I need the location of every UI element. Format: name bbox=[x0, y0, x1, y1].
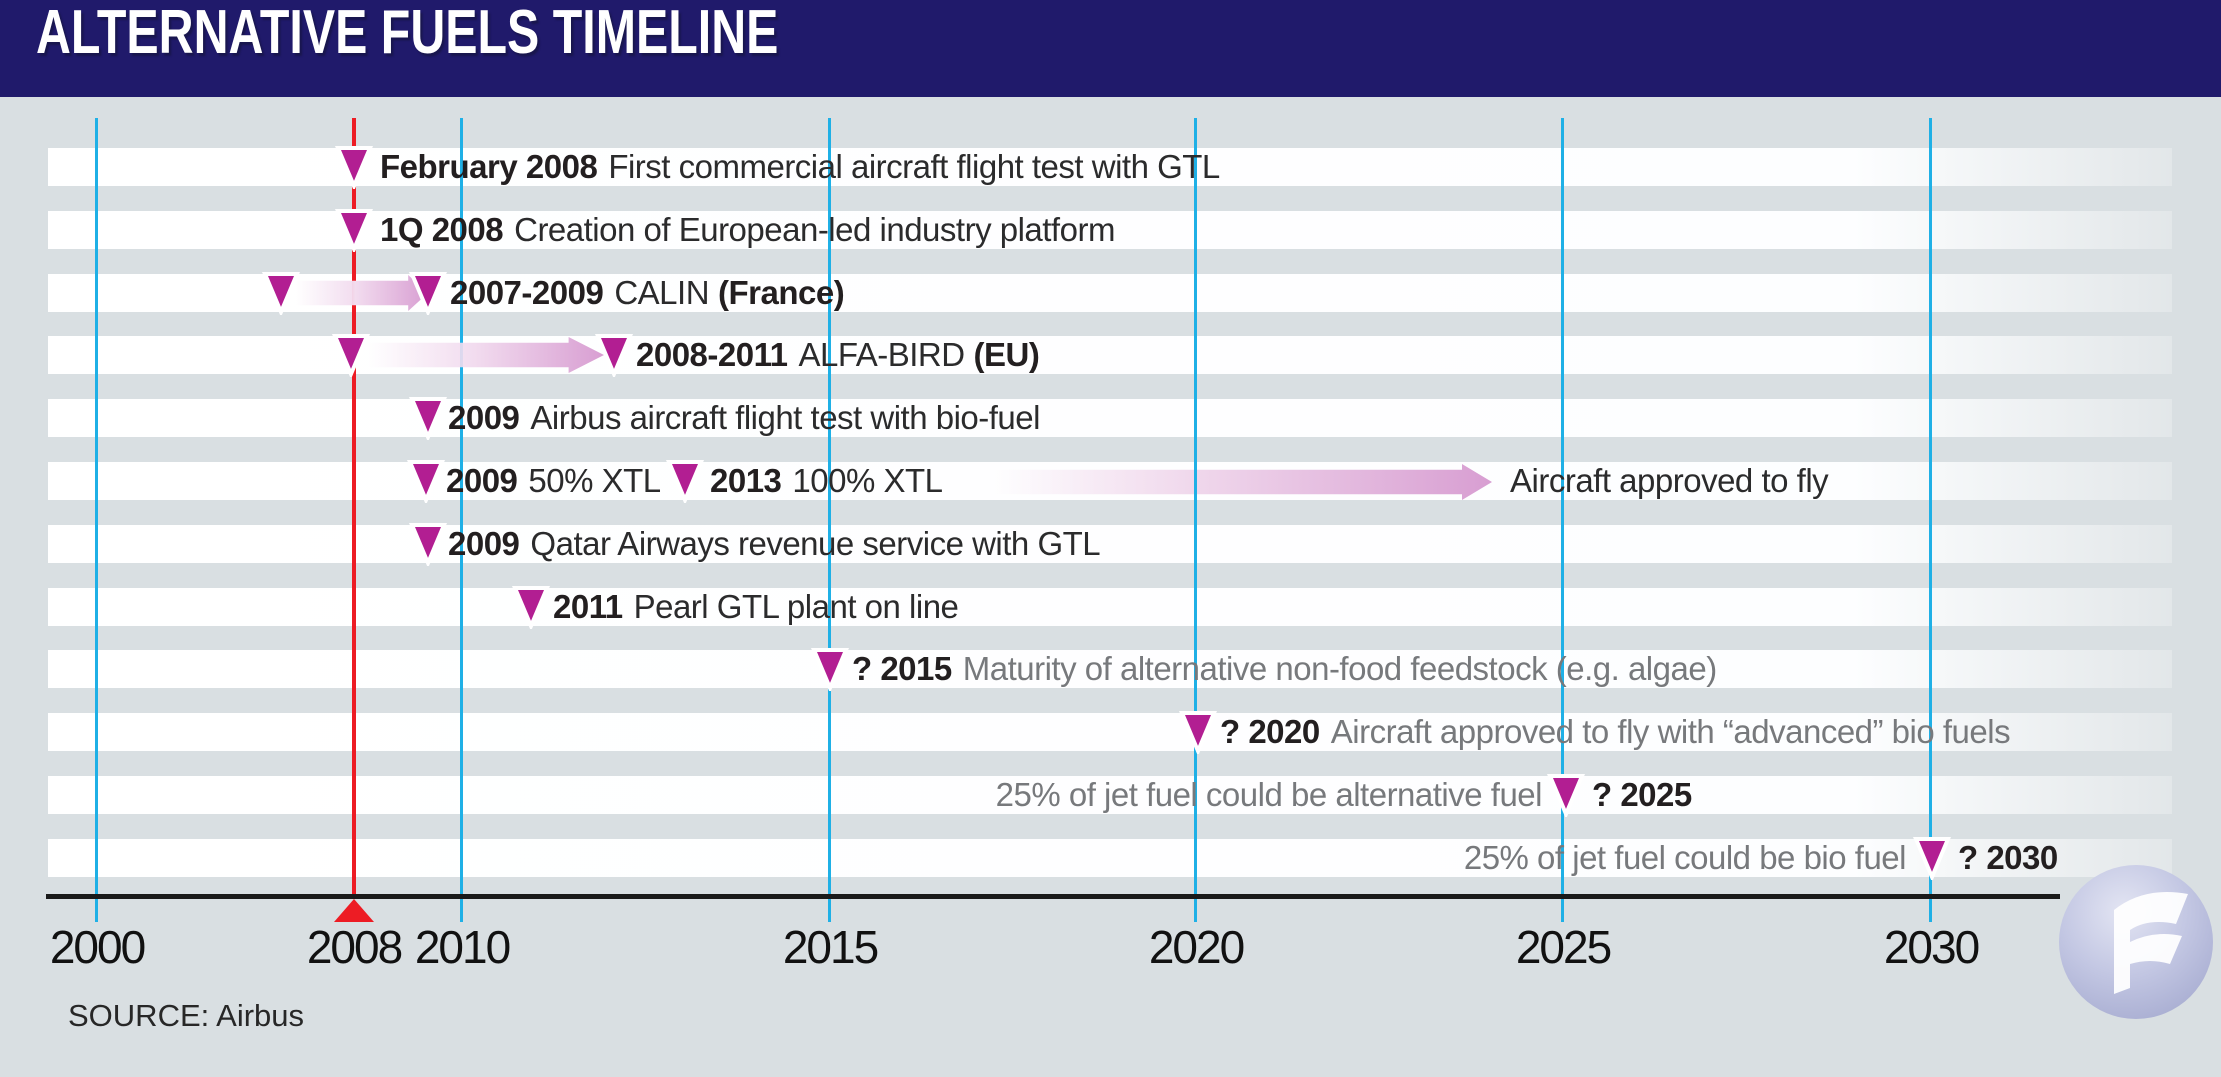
row-band bbox=[48, 776, 2172, 814]
milestone-marker-icon bbox=[334, 209, 374, 252]
range-arrow bbox=[368, 337, 604, 373]
range-arrow bbox=[296, 275, 428, 311]
event-text: Qatar Airways revenue service with GTL bbox=[530, 525, 1101, 562]
gridline-2020 bbox=[1194, 118, 1197, 922]
event-text: Maturity of alternative non-food feedsto… bbox=[962, 650, 1717, 687]
event-date: 2008-2011 bbox=[636, 336, 788, 373]
axis-label-2020: 2020 bbox=[1148, 921, 1245, 973]
row-band bbox=[48, 525, 2172, 563]
header-bar: ALTERNATIVE FUELS TIMELINE bbox=[0, 0, 2221, 97]
event-text: CALIN bbox=[614, 274, 710, 311]
range-start-marker-icon bbox=[261, 272, 301, 315]
projection-marker-icon bbox=[810, 648, 850, 691]
gridline-2000 bbox=[95, 118, 98, 922]
milestone-marker-icon bbox=[511, 586, 551, 629]
event-text: Airbus aircraft flight test with bio-fue… bbox=[530, 399, 1040, 436]
milestone-marker-icon bbox=[408, 523, 448, 566]
source-credit: SOURCE: Airbus bbox=[68, 998, 305, 1033]
milestone-marker-icon bbox=[665, 460, 705, 503]
axis-label-2025: 2025 bbox=[1515, 921, 1612, 973]
range-start-marker-icon bbox=[331, 334, 371, 377]
event-date: ? 2030 bbox=[1958, 839, 2058, 876]
event-date: ? 2025 bbox=[1592, 776, 1692, 813]
timeline-row-2025-alternative-fuel: 25% of jet fuel could be alternative fue… bbox=[0, 774, 2221, 817]
timeline-row-xtl: 2009 50% XTL 2013 100% XTL Aircraft approv… bbox=[0, 460, 2221, 503]
timeline-row-2020-advanced-biofuels: ? 2020 Aircraft approved to fly with “adv… bbox=[0, 711, 2221, 754]
event-date: 2013 bbox=[710, 462, 782, 499]
timeline-row-2009-biofuel-test: 2009 Airbus aircraft flight test with bio… bbox=[0, 397, 2221, 440]
time-axis bbox=[46, 894, 2060, 899]
gridline-2008-current bbox=[352, 118, 356, 897]
event-date: 2007-2009 bbox=[450, 274, 604, 311]
event-text: Aircraft approved to fly with “advanced”… bbox=[1330, 713, 2011, 750]
row-band bbox=[48, 650, 2172, 688]
event-desc: 25% of jet fuel could be alternative fue… bbox=[995, 776, 1543, 813]
milestone-marker-icon bbox=[408, 397, 448, 440]
event-text: ALFA-BIRD bbox=[798, 336, 966, 373]
event-date: 2011 bbox=[553, 588, 623, 625]
timeline-row-2015-feedstock: ? 2015 Maturity of alternative non-food f… bbox=[0, 648, 2221, 691]
range-end-marker-icon bbox=[594, 334, 634, 377]
timeline-row-feb-2008: February 2008 First commercial aircraft f… bbox=[0, 146, 2221, 189]
milestone-marker-icon bbox=[334, 146, 374, 189]
range-end-marker-icon bbox=[408, 272, 448, 315]
event-desc: 25% of jet fuel could be bio fuel bbox=[1463, 839, 1907, 876]
projection-marker-icon bbox=[1178, 711, 1218, 754]
event-date: 2009 bbox=[448, 525, 520, 562]
gridline-2010 bbox=[460, 118, 463, 922]
event-text: 50% XTL bbox=[528, 462, 661, 499]
timeline-row-qatar-gtl: 2009 Qatar Airways revenue service with G… bbox=[0, 523, 2221, 566]
flightglobal-logo bbox=[2059, 865, 2213, 1019]
event-date: ? 2020 bbox=[1220, 713, 1320, 750]
event-date: 2009 bbox=[448, 399, 520, 436]
event-region: (France) bbox=[718, 274, 845, 311]
event-date: 2009 bbox=[446, 462, 518, 499]
milestone-marker-icon bbox=[406, 460, 446, 503]
projection-marker-icon bbox=[1546, 774, 1586, 817]
gridline-2030 bbox=[1929, 118, 1932, 922]
timeline-row-calin: 2007-2009 CALIN (France) bbox=[0, 272, 2221, 315]
axis-label-2030: 2030 bbox=[1883, 921, 1980, 973]
event-region: (EU) bbox=[973, 336, 1040, 373]
event-note: Aircraft approved to fly bbox=[1510, 462, 1829, 499]
event-date: ? 2015 bbox=[852, 650, 952, 687]
projection-marker-icon bbox=[1912, 837, 1952, 880]
row-band bbox=[48, 148, 2172, 186]
event-text: First commercial aircraft flight test wi… bbox=[608, 148, 1220, 185]
timeline-row-pearl-gtl: 2011 Pearl GTL plant on line bbox=[0, 586, 2221, 629]
timeline-row-1q-2008: 1Q 2008 Creation of European-led industry… bbox=[0, 209, 2221, 252]
gridline-2025 bbox=[1561, 118, 1564, 922]
row-band bbox=[48, 839, 2172, 877]
event-text: Pearl GTL plant on line bbox=[633, 588, 959, 625]
axis-label-2015: 2015 bbox=[782, 921, 879, 973]
event-date: 1Q 2008 bbox=[380, 211, 504, 248]
gridline-2015 bbox=[828, 118, 831, 922]
timeline-row-2030-bio-fuel: 25% of jet fuel could be bio fuel ? 2030 bbox=[0, 837, 2221, 880]
forecast-arrow bbox=[992, 464, 1492, 500]
axis-label-2008: 2008 bbox=[306, 921, 403, 973]
row-band bbox=[48, 211, 2172, 249]
axis-label-2000: 2000 bbox=[49, 921, 146, 973]
event-date: February 2008 bbox=[380, 148, 598, 185]
row-band bbox=[48, 399, 2172, 437]
timeline-row-alfa-bird: 2008-2011 ALFA-BIRD (EU) bbox=[0, 334, 2221, 377]
row-band bbox=[48, 588, 2172, 626]
axis-label-2010: 2010 bbox=[414, 921, 511, 973]
page-title: ALTERNATIVE FUELS TIMELINE bbox=[36, 0, 779, 67]
event-text: 100% XTL bbox=[792, 462, 943, 499]
row-band bbox=[48, 713, 2172, 751]
axis-2008-marker-icon bbox=[334, 899, 374, 922]
event-text: Creation of European-led industry platfo… bbox=[514, 211, 1115, 248]
